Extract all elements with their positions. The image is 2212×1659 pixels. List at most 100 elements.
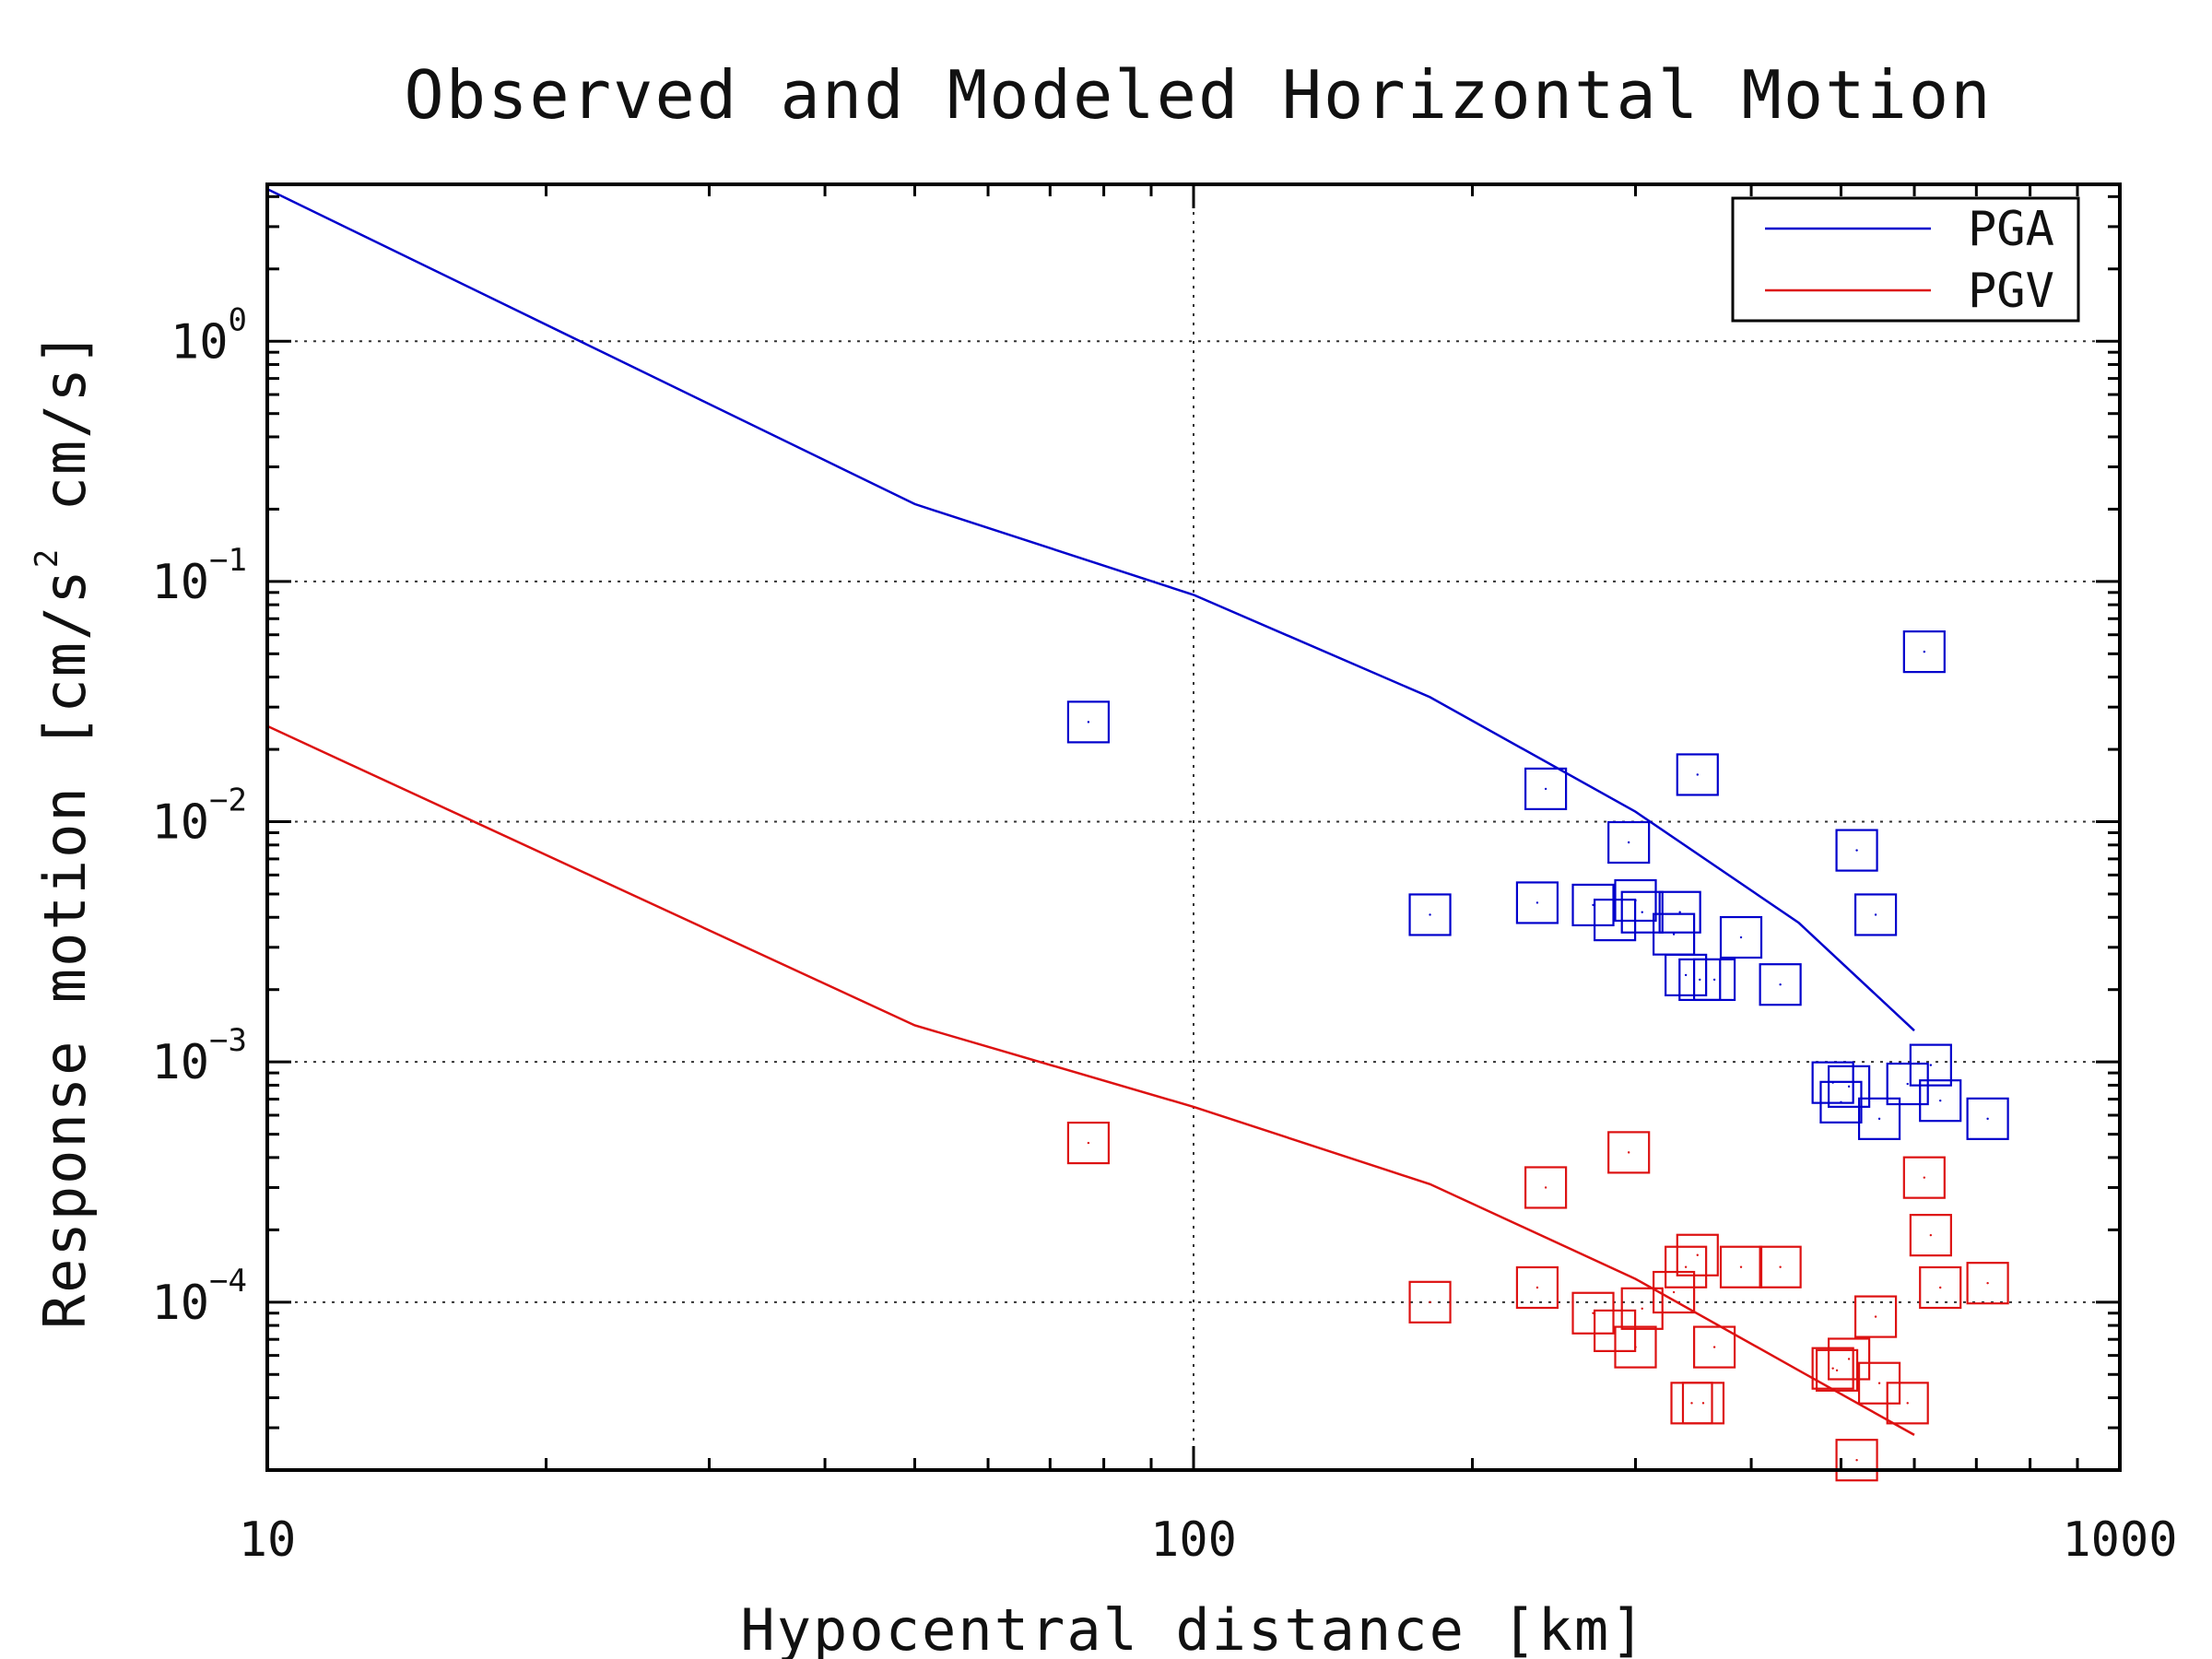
pga-observed-marker-center	[1739, 935, 1743, 939]
x-axis-label: Hypocentral distance [km]	[740, 1596, 1646, 1659]
pgv-observed-marker-center	[1690, 1402, 1693, 1405]
tick-layer	[265, 184, 2122, 1472]
chart-title: Observed and Modeled Horizontal Motion	[404, 56, 1992, 134]
pga-observed-marker-center	[1696, 773, 1699, 776]
pgv-observed-marker-center	[1831, 1367, 1834, 1370]
x-tick-label-1: 100	[1150, 1512, 1237, 1568]
pgv-observed-marker-center	[1712, 1346, 1716, 1348]
y-axis-label-tail: cm/s]	[31, 330, 99, 547]
pga-observed-marker	[1909, 1043, 1952, 1087]
y-tick-label-base: 10	[151, 555, 209, 610]
y-tick-label-exponent: −1	[209, 542, 247, 579]
pga-observed-marker	[1515, 881, 1559, 924]
pga-observed-marker	[1719, 915, 1763, 959]
pga-observed-marker-center	[1712, 978, 1716, 982]
pgv-observed-marker	[1886, 1382, 1929, 1425]
pgv-observed-marker-center	[1929, 1233, 1933, 1237]
pga-observed-marker	[1819, 1080, 1863, 1124]
pga-observed-marker-center	[1634, 899, 1637, 902]
pgv-observed-marker	[1676, 1233, 1719, 1277]
pga-observed-marker	[1966, 1097, 2009, 1140]
pga-observed-marker-center	[1929, 1064, 1933, 1066]
legend-box	[1731, 196, 2080, 323]
pga-observed-marker	[1665, 953, 1708, 996]
pga-observed-marker-center	[1544, 787, 1547, 791]
plot-frame	[265, 182, 2122, 1472]
pgv-observed-marker	[1693, 1325, 1736, 1369]
pga-observed-marker	[1620, 890, 1664, 934]
pga-observed-marker	[1886, 1062, 1929, 1106]
pgv-observed-marker-center	[1672, 1290, 1676, 1294]
pgv-observed-marker	[1835, 1439, 1878, 1482]
pga-observed-marker	[1693, 958, 1736, 1002]
pga-observed-marker-center	[1877, 1117, 1881, 1121]
pga-observed-marker	[1835, 829, 1878, 872]
pgv-observed-marker	[1759, 1245, 1802, 1288]
pga-observed-marker-center	[1906, 1082, 1909, 1086]
pga-observed-marker-center	[1939, 1099, 1942, 1102]
pgv-observed-marker	[1815, 1348, 1859, 1392]
legend-label-pga: PGA	[1968, 202, 2054, 257]
pga-observed-marker	[1658, 890, 1701, 934]
pga-observed-marker	[1676, 753, 1719, 796]
series-line-pgv	[266, 724, 1915, 1436]
y-tick-label-base: 10	[171, 314, 229, 370]
y-tick-label-2: 10−2	[151, 782, 247, 851]
pgv-observed-marker	[1515, 1265, 1559, 1310]
legend-label-pgv: PGV	[1968, 264, 2054, 319]
pgv-observed-marker-center	[1641, 1307, 1643, 1311]
y-tick-label-base: 10	[151, 795, 209, 851]
pgv-observed-marker	[1408, 1280, 1452, 1324]
y-axis-label-superscript: 2	[29, 547, 65, 568]
pga-observed-marker	[1919, 1079, 1962, 1123]
pga-observed-marker-center	[1684, 973, 1688, 977]
pga-observed-marker-center	[1672, 933, 1676, 935]
pgv-observed-marker	[1620, 1287, 1664, 1330]
pgv-observed-marker-center	[1701, 1402, 1705, 1405]
pgv-observed-marker	[1909, 1214, 1952, 1257]
pgv-observed-marker-center	[1696, 1253, 1699, 1256]
pgv-observed-marker-center	[1847, 1358, 1851, 1360]
pgv-observed-marker-center	[1535, 1286, 1539, 1289]
pgv-observed-marker-center	[1739, 1265, 1743, 1268]
pgv-observed-marker	[1681, 1382, 1725, 1425]
pga-observed-marker-center	[1429, 913, 1431, 916]
pga-observed-marker	[1408, 893, 1452, 936]
pgv-observed-marker-center	[1087, 1141, 1090, 1145]
grid-layer	[267, 184, 2120, 1470]
pgv-observed-marker	[1828, 1337, 1871, 1381]
pga-observed-marker	[1828, 1065, 1871, 1108]
y-tick-label-exponent: −3	[209, 1022, 247, 1059]
y-tick-label-base: 10	[151, 1035, 209, 1090]
pga-observed-marker-center	[1986, 1117, 1989, 1121]
y-axis-label: Response motion [cm/s2 cm/s]	[29, 330, 99, 1329]
x-tick-label-2: 1000	[2062, 1512, 2177, 1568]
pga-observed-marker-center	[1087, 721, 1090, 724]
pgv-observed-marker	[1719, 1245, 1763, 1288]
pgv-observed-marker-center	[1779, 1265, 1782, 1268]
y-tick-label-base: 10	[151, 1276, 209, 1331]
pgv-observed-marker-center	[1429, 1300, 1431, 1304]
pga-observed-marker-center	[1855, 849, 1858, 852]
y-tick-label-exponent: 0	[229, 301, 247, 338]
pga-observed-marker-center	[1779, 982, 1782, 986]
pgv-observed-marker-center	[1923, 1176, 1926, 1179]
y-tick-label-1: 10−1	[151, 542, 247, 610]
pga-observed-marker	[1614, 878, 1657, 923]
pga-observed-marker-center	[1535, 901, 1539, 904]
pga-observed-marker	[1759, 963, 1802, 1006]
pga-observed-marker-center	[1699, 978, 1701, 982]
pga-observed-marker	[1857, 1097, 1901, 1140]
pga-observed-marker	[1902, 630, 1946, 674]
pga-observed-marker-center	[1874, 913, 1877, 916]
pga-observed-marker	[1853, 893, 1898, 936]
series-layer	[266, 187, 1915, 1436]
pga-observed-marker-center	[1678, 911, 1681, 913]
pga-observed-marker-center	[1847, 1085, 1851, 1088]
pgv-observed-marker-center	[1684, 1265, 1688, 1268]
pga-observed-marker-center	[1641, 911, 1643, 913]
pgv-observed-marker	[1653, 1270, 1696, 1314]
pgv-observed-marker	[1524, 1166, 1568, 1209]
